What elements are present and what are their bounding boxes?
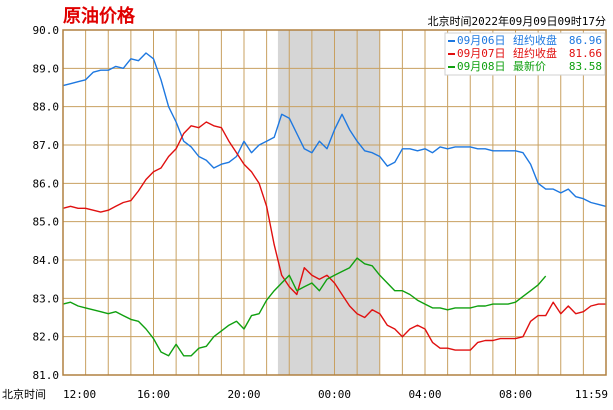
legend-label: 纽约收盘 xyxy=(513,33,557,47)
series-line-3 xyxy=(62,257,547,357)
x-tick-label: 11:59 xyxy=(575,388,608,401)
y-tick-label: 83.0 xyxy=(33,292,60,305)
y-axis-ticks: 90.0 89.0 88.0 87.0 86.0 85.0 84.0 83.0 82.0 81.0 xyxy=(33,24,60,382)
shaded-session-band xyxy=(277,30,380,375)
plot-frame xyxy=(62,29,607,376)
y-tick-label: 90.0 xyxy=(33,24,60,37)
x-axis-ticks: 12:00 16:00 20:00 00:00 04:00 08:00 11:59 xyxy=(63,388,608,401)
legend: 09月06日 纽约收盘 86.96 09月07日 纽约收盘 81.66 09月08日 最新价 8… xyxy=(444,32,606,76)
legend-date: 09月06日 xyxy=(457,34,506,47)
y-tick-label: 85.0 xyxy=(33,216,60,229)
legend-box xyxy=(444,32,606,76)
y-tick-label: 87.0 xyxy=(33,139,60,152)
timestamp: 北京时间2022年09月09日09时17分 xyxy=(428,14,606,28)
series-line-1 xyxy=(62,52,606,207)
shaded-session xyxy=(277,30,380,375)
legend-value: 81.66 xyxy=(569,47,602,60)
y-tick-label: 88.0 xyxy=(33,101,60,114)
series-line-2 xyxy=(62,121,606,351)
x-tick-label: 16:00 xyxy=(137,388,170,401)
legend-label: 最新价 xyxy=(513,59,546,73)
x-tick-label: 12:00 xyxy=(63,388,96,401)
y-tick-label: 84.0 xyxy=(33,254,60,267)
x-axis-label: 北京时间 xyxy=(2,387,46,401)
x-tick-label: 08:00 xyxy=(499,388,532,401)
y-tick-label: 81.0 xyxy=(33,369,60,382)
legend-date: 09月07日 xyxy=(457,47,506,60)
legend-date: 09月08日 xyxy=(457,60,506,73)
legend-label: 纽约收盘 xyxy=(513,46,557,60)
y-tick-label: 89.0 xyxy=(33,62,60,75)
x-tick-label: 00:00 xyxy=(318,388,351,401)
legend-value: 86.96 xyxy=(569,34,602,47)
series-layer xyxy=(62,52,606,357)
x-tick-label: 04:00 xyxy=(408,388,441,401)
y-tick-label: 86.0 xyxy=(33,177,60,190)
chart-title: 原油价格 xyxy=(63,5,136,27)
y-tick-label: 82.0 xyxy=(33,331,60,344)
x-tick-label: 20:00 xyxy=(227,388,260,401)
legend-value: 83.58 xyxy=(569,60,602,73)
